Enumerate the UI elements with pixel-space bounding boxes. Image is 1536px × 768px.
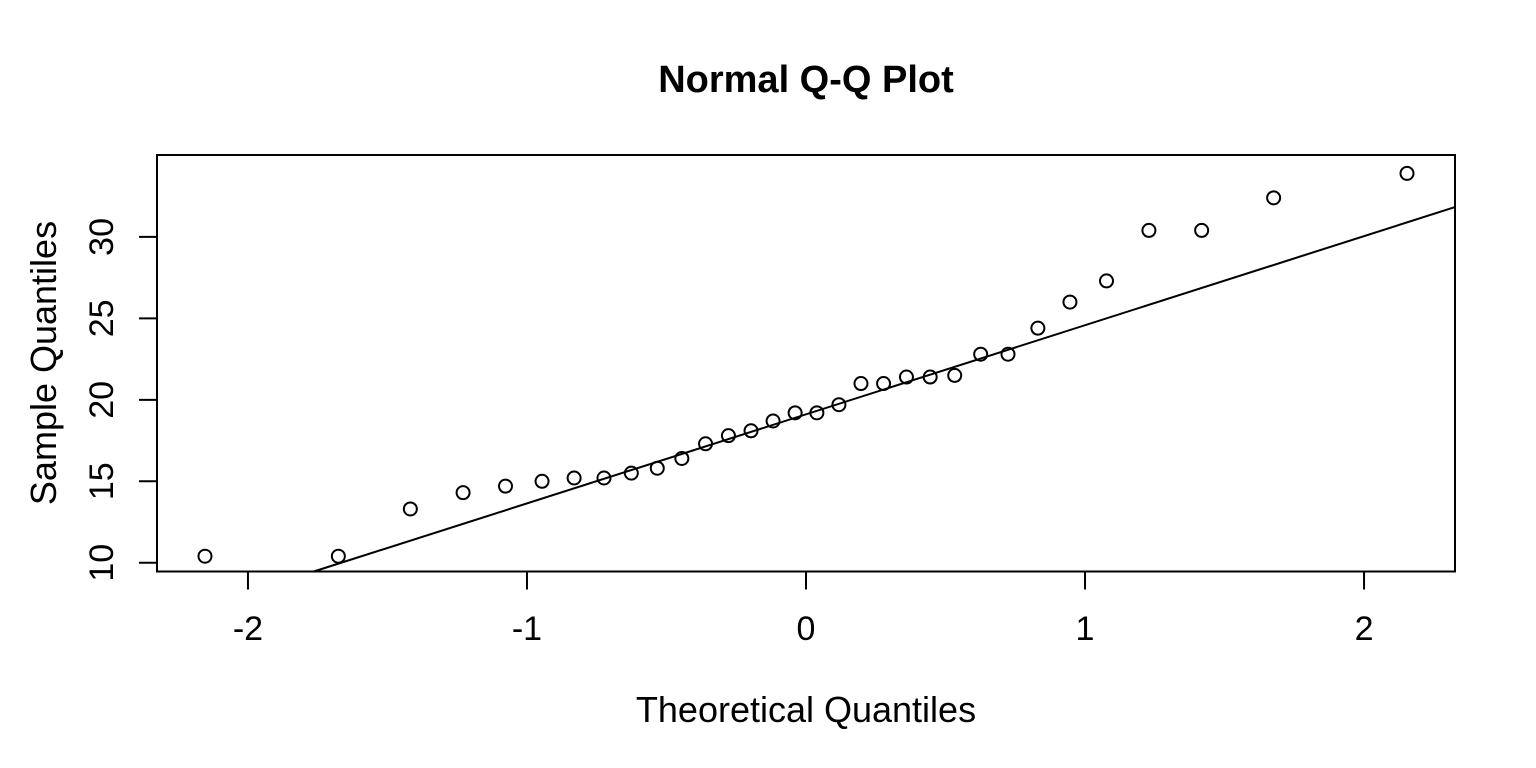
x-tick-label: 0	[797, 610, 816, 648]
data-points	[197, 165, 1415, 564]
x-tick-label: -1	[512, 610, 542, 648]
data-point	[1266, 190, 1282, 206]
data-point	[674, 450, 690, 466]
data-point	[1099, 273, 1115, 289]
y-tick-label: 10	[83, 544, 121, 582]
data-point	[402, 501, 418, 517]
y-axis-ticks: 10 15 20 25 30	[83, 218, 157, 582]
chart-title: Normal Q-Q Plot	[658, 59, 954, 101]
data-point	[455, 485, 471, 501]
data-point	[765, 413, 781, 429]
y-axis-label: Sample Quantiles	[23, 221, 64, 505]
y-tick-label: 15	[83, 462, 121, 500]
data-point	[698, 436, 714, 452]
data-point	[743, 423, 759, 439]
data-point	[534, 473, 550, 489]
data-point	[566, 470, 582, 486]
data-point	[787, 405, 803, 421]
data-point	[596, 470, 612, 486]
data-point	[898, 369, 914, 385]
y-tick-label: 20	[83, 381, 121, 419]
y-tick-label: 30	[83, 218, 121, 256]
x-tick-label: 1	[1076, 610, 1095, 648]
data-point	[720, 428, 736, 444]
x-axis-ticks: -2 -1 0 1 2	[233, 571, 1374, 648]
data-point	[1030, 320, 1046, 336]
x-tick-label: 2	[1355, 610, 1374, 648]
data-point	[947, 367, 963, 383]
data-point	[853, 376, 869, 392]
data-point	[497, 478, 513, 494]
data-point	[876, 376, 892, 392]
x-axis-label: Theoretical Quantiles	[636, 689, 976, 730]
data-point	[197, 548, 213, 564]
data-point	[1194, 222, 1210, 238]
data-point	[1000, 346, 1016, 362]
data-point	[1062, 294, 1078, 310]
x-tick-label: -2	[233, 610, 263, 648]
data-point	[922, 369, 938, 385]
data-point	[649, 460, 665, 476]
data-point	[1141, 222, 1157, 238]
y-tick-label: 25	[83, 299, 121, 337]
data-point	[831, 397, 847, 413]
data-point	[973, 346, 989, 362]
data-point	[330, 548, 346, 564]
data-point	[623, 465, 639, 481]
data-point	[809, 405, 825, 421]
plot-box	[156, 154, 1456, 573]
data-point	[1399, 165, 1415, 181]
